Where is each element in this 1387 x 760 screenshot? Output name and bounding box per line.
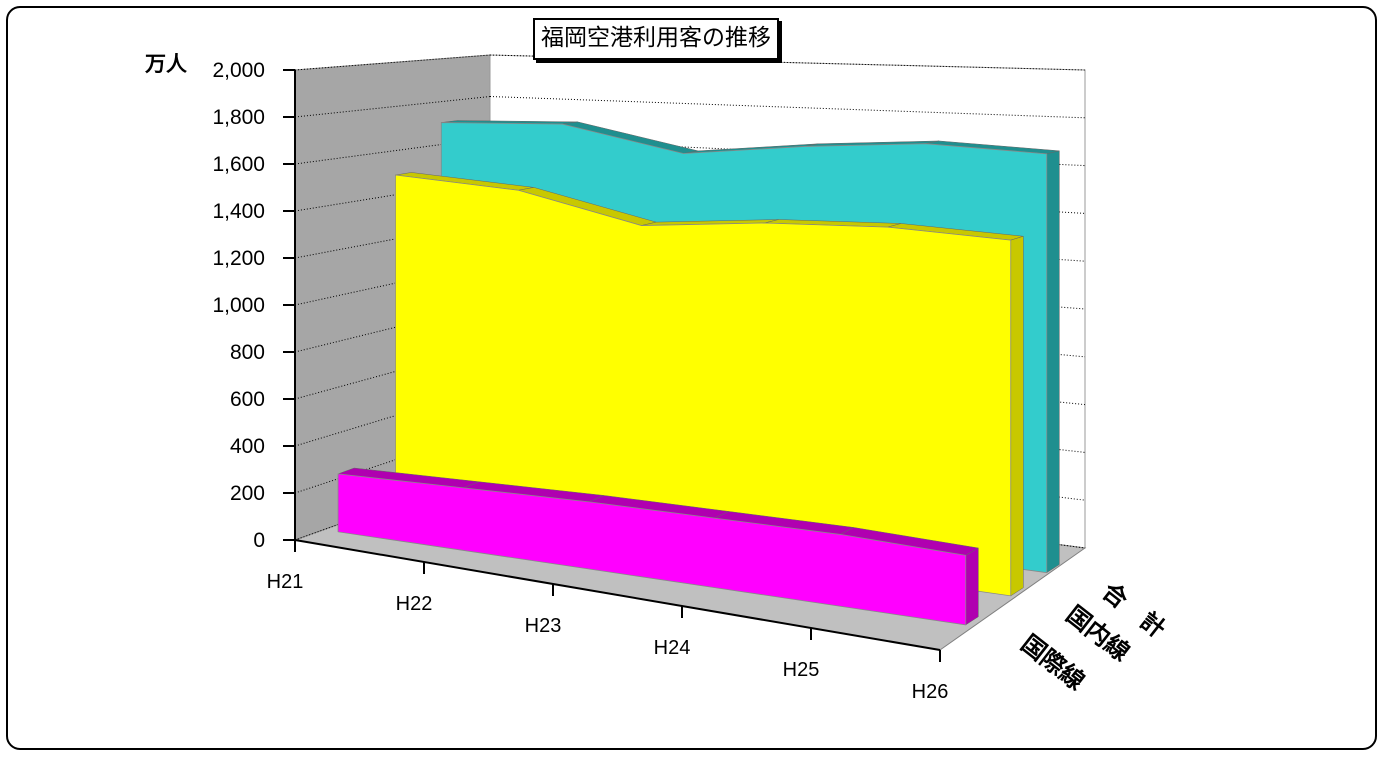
x-tick-label: H26 [912, 681, 949, 703]
x-tick-label: H22 [396, 593, 433, 615]
y-axis-unit-label: 万人 [145, 52, 187, 76]
y-tick-label: 200 [230, 482, 265, 505]
chart-title: 福岡空港利用客の推移 [533, 18, 779, 60]
y-tick-label: 1,200 [212, 247, 265, 270]
y-tick-label: 800 [230, 341, 265, 364]
series-international [337, 467, 980, 626]
series-depth-label: 国際線 [1016, 629, 1090, 695]
y-tick-label: 1,800 [212, 106, 265, 129]
x-tick-label: H25 [783, 659, 820, 681]
y-tick-label: 0 [253, 529, 265, 552]
gridline-back [489, 96, 1086, 119]
x-tick-label: H21 [267, 571, 304, 593]
y-tick-label: 2,000 [212, 59, 265, 82]
y-tick-label: 600 [230, 388, 265, 411]
y-tick-label: 1,600 [212, 153, 265, 176]
series-end-face [1010, 235, 1024, 597]
y-tick-label: 400 [230, 435, 265, 458]
series-end-face [1046, 150, 1060, 574]
gridline-side [294, 386, 491, 447]
x-tick-label: H23 [525, 615, 562, 637]
x-tick-label: H24 [654, 637, 691, 659]
x-axis-line [294, 539, 941, 651]
y-tick-label: 1,400 [212, 200, 265, 223]
gridline-side [294, 262, 491, 306]
y-tick-label: 1,000 [212, 294, 265, 317]
series-layer [337, 120, 1060, 626]
gridline-side [294, 54, 491, 71]
series-end-face [965, 547, 979, 626]
gridline-side [294, 303, 491, 353]
series-front-face [337, 473, 967, 626]
